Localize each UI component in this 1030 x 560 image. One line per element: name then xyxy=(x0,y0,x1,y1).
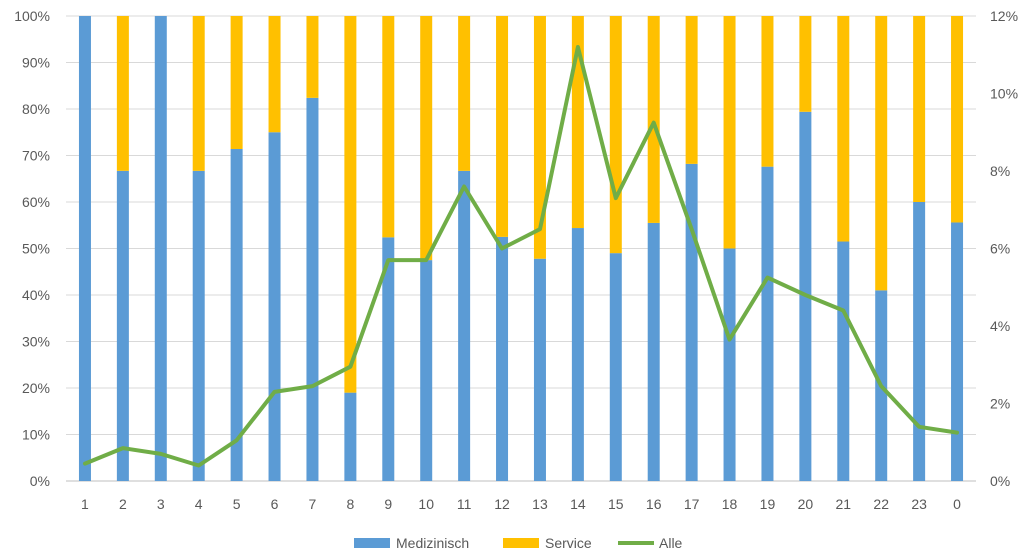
y-left-tick-label: 40% xyxy=(22,287,50,303)
legend-swatch-service xyxy=(503,538,539,548)
bar-medizinisch xyxy=(116,170,129,481)
bar-service xyxy=(685,16,698,164)
y-left-tick-label: 50% xyxy=(22,241,50,257)
x-axis-ticks: 1 2 3 4 5 6 7 8 9 10 11 12 13 14 15 16 17 18 19 20 21 22 23 0 xyxy=(81,496,961,512)
bar-medizinisch xyxy=(647,222,660,482)
y-left-tick-label: 100% xyxy=(14,8,50,24)
x-tick-label: 13 xyxy=(532,496,548,512)
bar-service xyxy=(913,16,926,202)
x-tick-label: 10 xyxy=(418,496,434,512)
bar-service xyxy=(382,16,395,238)
bar-service xyxy=(496,16,509,237)
bar-medizinisch xyxy=(723,248,736,481)
bar-medizinisch xyxy=(154,16,167,481)
y-right-tick-label: 0% xyxy=(990,473,1010,489)
x-tick-label: 18 xyxy=(722,496,738,512)
bar-medizinisch xyxy=(192,170,205,481)
x-tick-label: 23 xyxy=(911,496,927,512)
x-tick-label: 4 xyxy=(195,496,203,512)
bar-medizinisch xyxy=(420,260,433,481)
x-tick-label: 15 xyxy=(608,496,624,512)
x-tick-label: 21 xyxy=(836,496,852,512)
bar-service xyxy=(799,16,812,112)
bar-service xyxy=(230,16,243,149)
y-right-tick-label: 2% xyxy=(990,396,1010,412)
bar-service xyxy=(268,16,281,133)
x-tick-label: 9 xyxy=(384,496,392,512)
bar-service xyxy=(192,16,205,171)
x-tick-label: 8 xyxy=(346,496,354,512)
x-tick-label: 11 xyxy=(457,496,472,512)
y-right-tick-label: 6% xyxy=(990,241,1010,257)
x-tick-label: 0 xyxy=(953,496,961,512)
bar-medizinisch xyxy=(951,222,964,481)
bar-medizinisch xyxy=(382,237,395,481)
x-tick-label: 16 xyxy=(646,496,662,512)
x-tick-label: 3 xyxy=(157,496,165,512)
x-tick-label: 19 xyxy=(760,496,776,512)
bar-medizinisch xyxy=(344,392,357,481)
x-tick-label: 20 xyxy=(798,496,814,512)
y-right-tick-label: 12% xyxy=(990,8,1018,24)
x-tick-label: 1 xyxy=(81,496,89,512)
legend-swatch-medizinisch xyxy=(354,538,390,548)
x-tick-label: 22 xyxy=(873,496,889,512)
y-left-tick-label: 10% xyxy=(22,427,50,443)
legend-label-medizinisch: Medizinisch xyxy=(396,535,469,551)
y-left-tick-label: 70% xyxy=(22,148,50,164)
y-left-tick-label: 60% xyxy=(22,194,50,210)
bar-service xyxy=(458,16,471,171)
y-left-tick-label: 30% xyxy=(22,334,50,350)
bar-medizinisch xyxy=(761,166,774,481)
bar-service xyxy=(647,16,660,223)
bar-service xyxy=(761,16,774,167)
bar-service xyxy=(723,16,736,249)
bar-service xyxy=(951,16,964,223)
x-tick-label: 7 xyxy=(309,496,317,512)
bar-service xyxy=(420,16,433,261)
y-right-tick-label: 8% xyxy=(990,163,1010,179)
x-tick-label: 5 xyxy=(233,496,241,512)
x-tick-label: 14 xyxy=(570,496,586,512)
y-left-tick-label: 90% xyxy=(22,55,50,71)
bar-medizinisch xyxy=(458,170,471,481)
legend: Medizinisch Service Alle xyxy=(354,535,683,551)
bar-medizinisch xyxy=(230,148,243,482)
bar-medizinisch xyxy=(78,16,91,481)
legend-label-service: Service xyxy=(545,535,592,551)
bar-medizinisch xyxy=(306,97,319,481)
bar-medizinisch xyxy=(533,258,546,481)
bar-service xyxy=(116,16,129,171)
legend-label-alle: Alle xyxy=(659,535,683,551)
y-left-tick-label: 0% xyxy=(30,473,50,489)
bar-series xyxy=(78,16,964,482)
gridlines xyxy=(66,15,976,482)
left-axis-ticks: 0% 10% 20% 30% 40% 50% 60% 70% 80% 90% 100% xyxy=(14,8,50,489)
y-left-tick-label: 20% xyxy=(22,380,50,396)
bar-medizinisch xyxy=(268,132,281,481)
bar-medizinisch xyxy=(609,253,622,481)
bar-service xyxy=(609,16,622,254)
bar-medizinisch xyxy=(571,228,584,481)
x-tick-label: 6 xyxy=(271,496,279,512)
y-right-tick-label: 4% xyxy=(990,318,1010,334)
bar-medizinisch xyxy=(837,241,850,481)
y-right-tick-label: 10% xyxy=(990,86,1018,102)
x-tick-label: 2 xyxy=(119,496,127,512)
bar-medizinisch xyxy=(913,202,926,481)
right-axis-ticks: 0% 2% 4% 6% 8% 10% 12% xyxy=(990,8,1018,489)
bar-service xyxy=(306,16,319,98)
line-alle xyxy=(83,45,959,468)
bar-service xyxy=(344,16,357,393)
line-series xyxy=(83,45,959,468)
y-left-tick-label: 80% xyxy=(22,101,50,117)
bar-medizinisch xyxy=(496,236,509,481)
bar-service xyxy=(837,16,850,242)
bar-service xyxy=(875,16,888,291)
x-tick-label: 17 xyxy=(684,496,700,512)
x-tick-label: 12 xyxy=(494,496,510,512)
bar-service xyxy=(533,16,546,259)
